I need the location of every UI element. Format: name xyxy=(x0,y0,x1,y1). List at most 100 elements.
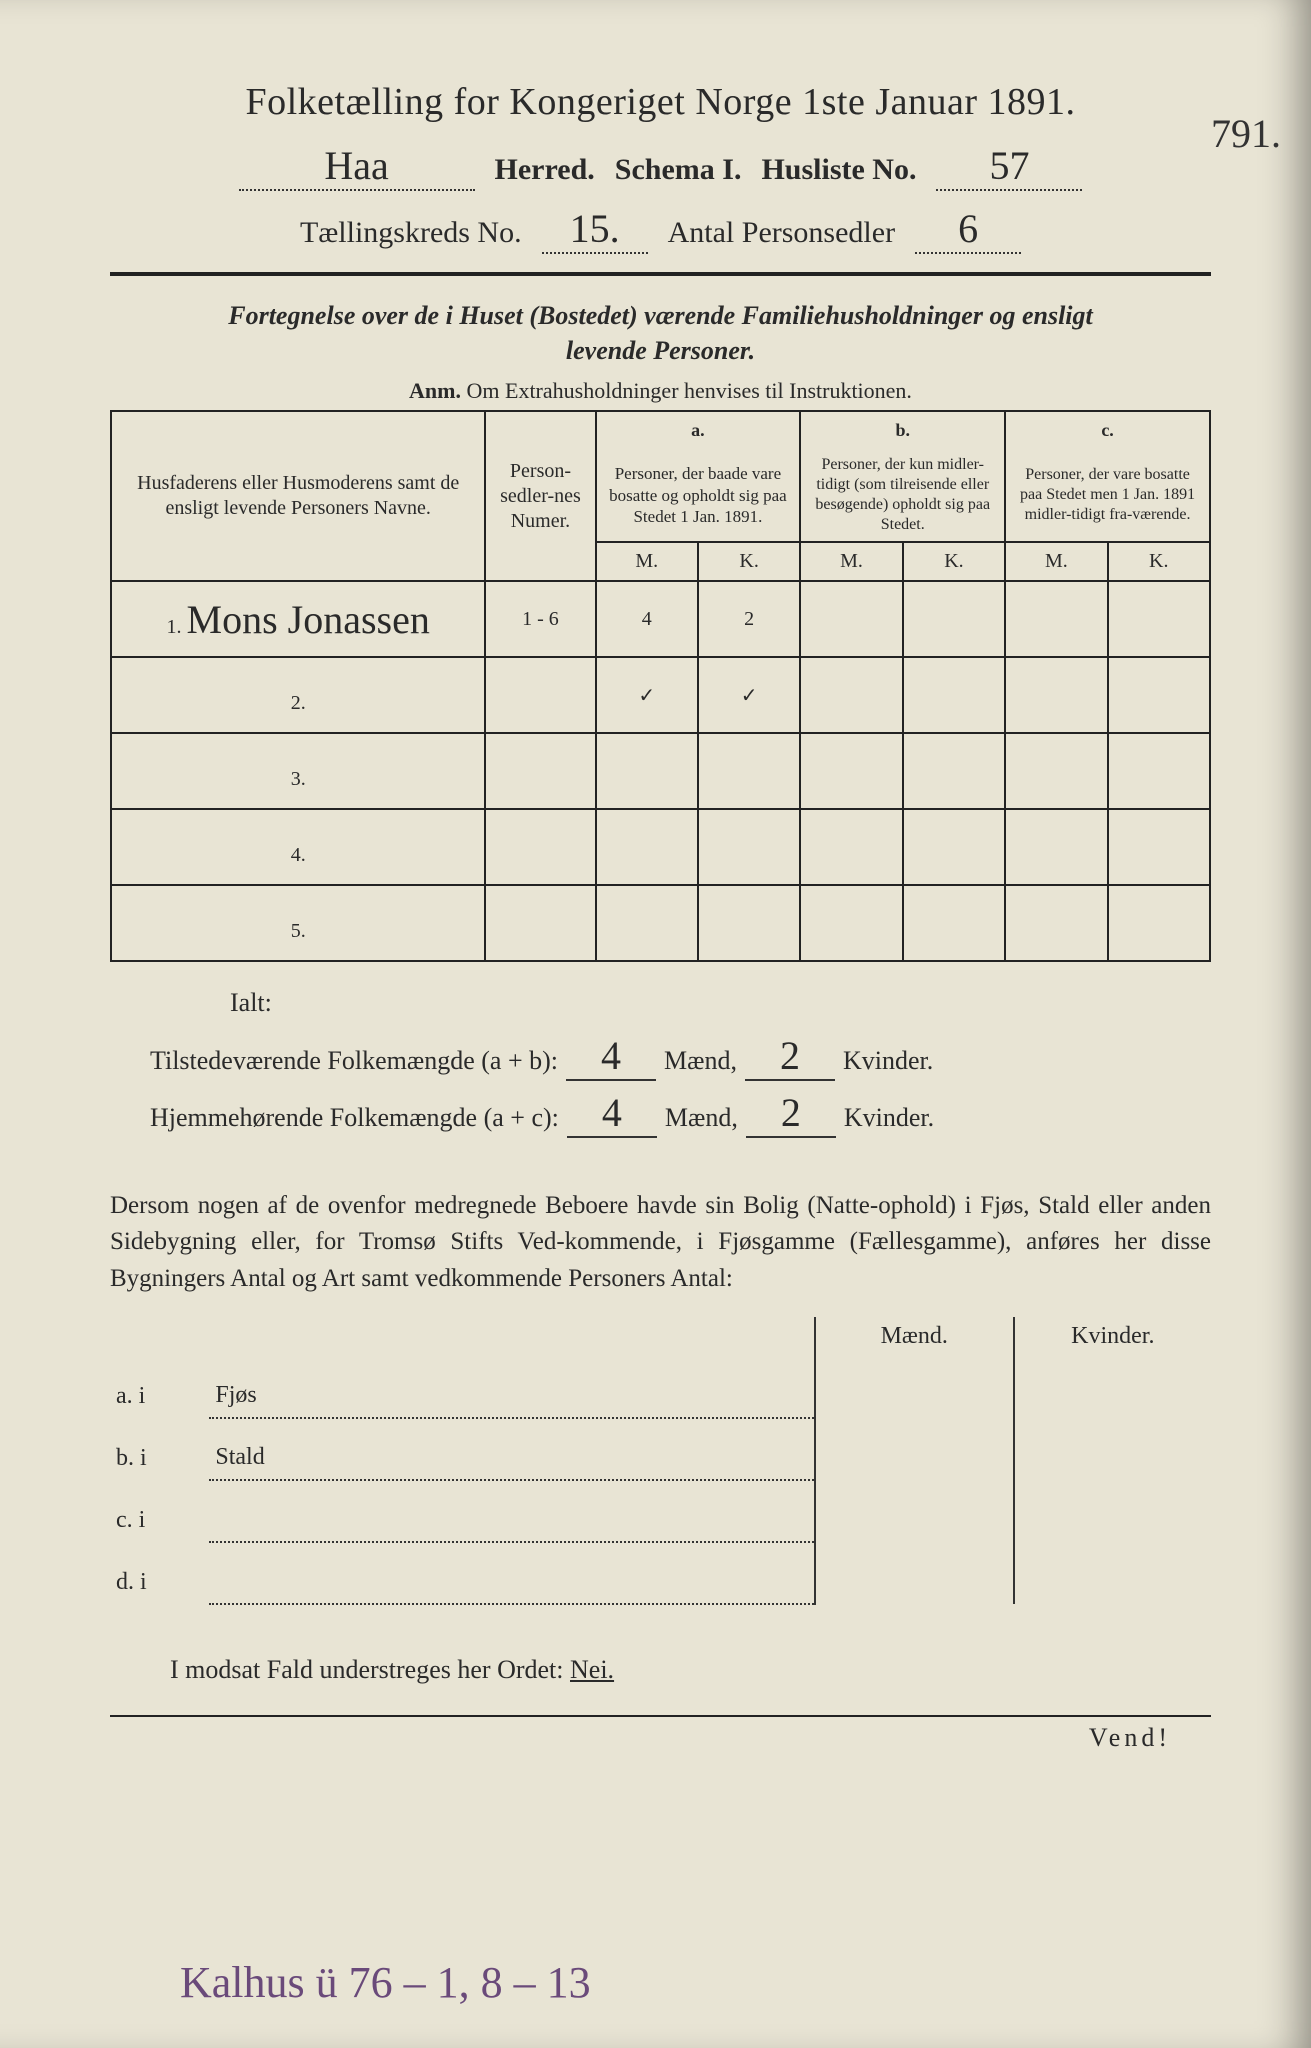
col-c-k: K. xyxy=(1108,542,1210,581)
col-header-c: Personer, der vare bosatte paa Stedet me… xyxy=(1005,449,1210,542)
row-c-k xyxy=(1108,809,1210,885)
subtitle: Fortegnelse over de i Huset (Bostedet) v… xyxy=(110,298,1211,368)
sub-row-k xyxy=(1014,1480,1211,1542)
row-a-k xyxy=(698,885,800,961)
row-num xyxy=(485,885,595,961)
row-c-m xyxy=(1005,885,1107,961)
row-a-k xyxy=(698,733,800,809)
row-b-k xyxy=(903,657,1005,733)
kreds-value: 15. xyxy=(542,205,648,254)
row-b-k xyxy=(903,809,1005,885)
row-a-k xyxy=(698,809,800,885)
row-a-m: ✓ xyxy=(596,657,698,733)
husliste-value: 57 xyxy=(936,142,1082,191)
nei-word: Nei. xyxy=(570,1655,614,1684)
sub-row-m xyxy=(815,1480,1014,1542)
row-b-m xyxy=(800,809,902,885)
row-c-m xyxy=(1005,809,1107,885)
sub-row-m xyxy=(815,1418,1014,1480)
instructions-paragraph: Dersom nogen af de ovenfor medregnede Be… xyxy=(110,1188,1211,1297)
herred-label: Herred. xyxy=(495,153,595,187)
row-b-k xyxy=(903,885,1005,961)
total-resident: Hjemmehørende Folkemængde (a + c): 4 Mæn… xyxy=(150,1089,1211,1138)
antal-label: Antal Personsedler xyxy=(668,216,895,250)
bottom-handwritten-note: Kalhus ü 76 – 1, 8 – 13 xyxy=(180,1957,591,2008)
sub-row-m xyxy=(815,1542,1014,1604)
maend-label-2: Mænd, xyxy=(665,1103,738,1133)
sub-row-label: a. i xyxy=(110,1356,209,1418)
table-row: 3. xyxy=(111,733,1210,809)
col-a-top: a. xyxy=(596,411,801,449)
total-present-label: Tilstedeværende Folkemængde (a + b): xyxy=(150,1046,558,1076)
row-a-m xyxy=(596,733,698,809)
row-c-m xyxy=(1005,733,1107,809)
row-number-name: 3. xyxy=(111,733,485,809)
herred-value: Haa xyxy=(239,142,475,191)
col-header-num: Person-sedler-nes Numer. xyxy=(485,411,595,581)
sub-row-label: c. i xyxy=(110,1480,209,1542)
table-row: 1. Mons Jonassen1 - 642 xyxy=(111,581,1210,657)
row-number-name: 1. Mons Jonassen xyxy=(111,581,485,657)
sub-table-row: d. i xyxy=(110,1542,1211,1604)
husliste-label: Husliste No. xyxy=(761,153,916,187)
row-a-m: 4 xyxy=(596,581,698,657)
row-num xyxy=(485,657,595,733)
sub-row-k xyxy=(1014,1356,1211,1418)
main-table: Husfaderens eller Husmoderens samt de en… xyxy=(110,410,1211,962)
col-header-b: Personer, der kun midler-tidigt (som til… xyxy=(800,449,1005,542)
total-resident-m: 4 xyxy=(567,1089,657,1138)
subtitle-line2: levende Personer. xyxy=(566,336,755,365)
sub-row-label: b. i xyxy=(110,1418,209,1480)
total-present-m: 4 xyxy=(566,1032,656,1081)
row-c-k xyxy=(1108,581,1210,657)
total-present: Tilstedeværende Folkemængde (a + b): 4 M… xyxy=(150,1032,1211,1081)
row-a-k: 2 xyxy=(698,581,800,657)
table-row: 4. xyxy=(111,809,1210,885)
census-form-page: 791. Folketælling for Kongeriget Norge 1… xyxy=(0,0,1311,2048)
antal-value: 6 xyxy=(915,205,1021,254)
schema-label: Schema I. xyxy=(615,153,742,187)
sub-row-k xyxy=(1014,1542,1211,1604)
subtitle-line1: Fortegnelse over de i Huset (Bostedet) v… xyxy=(228,301,1093,330)
row-num xyxy=(485,733,595,809)
sub-maend-header: Mænd. xyxy=(815,1317,1014,1356)
col-header-a: Personer, der baade vare bosatte og opho… xyxy=(596,449,801,542)
sub-table-row: c. i xyxy=(110,1480,1211,1542)
col-b-k: K. xyxy=(903,542,1005,581)
sub-table: Mænd. Kvinder. a. iFjøsb. iStaldc. id. i xyxy=(110,1317,1211,1605)
total-resident-label: Hjemmehørende Folkemængde (a + c): xyxy=(150,1103,559,1133)
row-b-k xyxy=(903,733,1005,809)
total-resident-k: 2 xyxy=(746,1089,836,1138)
row-number-name: 4. xyxy=(111,809,485,885)
anm-text: Om Extrahusholdninger henvises til Instr… xyxy=(467,378,912,403)
nei-pre: I modsat Fald understreges her Ordet: xyxy=(170,1655,564,1684)
table-row: 5. xyxy=(111,885,1210,961)
row-number-name: 2. xyxy=(111,657,485,733)
anm-label: Anm. xyxy=(409,378,461,403)
sub-row-k xyxy=(1014,1418,1211,1480)
sub-kvinder-header: Kvinder. xyxy=(1014,1317,1211,1356)
row-num xyxy=(485,809,595,885)
sub-row-text: Stald xyxy=(209,1418,815,1480)
sub-row-m xyxy=(815,1356,1014,1418)
row-b-m xyxy=(800,885,902,961)
anm-line: Anm. Om Extrahusholdninger henvises til … xyxy=(110,378,1211,404)
row-a-m xyxy=(596,809,698,885)
sub-row-text xyxy=(209,1480,815,1542)
sub-row-text: Fjøs xyxy=(209,1356,815,1418)
sub-row-text xyxy=(209,1542,815,1604)
col-b-m: M. xyxy=(800,542,902,581)
col-c-m: M. xyxy=(1005,542,1107,581)
sub-table-row: a. iFjøs xyxy=(110,1356,1211,1418)
row-c-k xyxy=(1108,657,1210,733)
col-a-k: K. xyxy=(698,542,800,581)
table-row: 2. ✓✓ xyxy=(111,657,1210,733)
nei-line: I modsat Fald understreges her Ordet: Ne… xyxy=(170,1655,1211,1685)
row-c-k xyxy=(1108,733,1210,809)
kvinder-label: Kvinder. xyxy=(843,1046,933,1076)
row-b-k xyxy=(903,581,1005,657)
row-num: 1 - 6 xyxy=(485,581,595,657)
sub-row-label: d. i xyxy=(110,1542,209,1604)
row-a-m xyxy=(596,885,698,961)
row-b-m xyxy=(800,581,902,657)
